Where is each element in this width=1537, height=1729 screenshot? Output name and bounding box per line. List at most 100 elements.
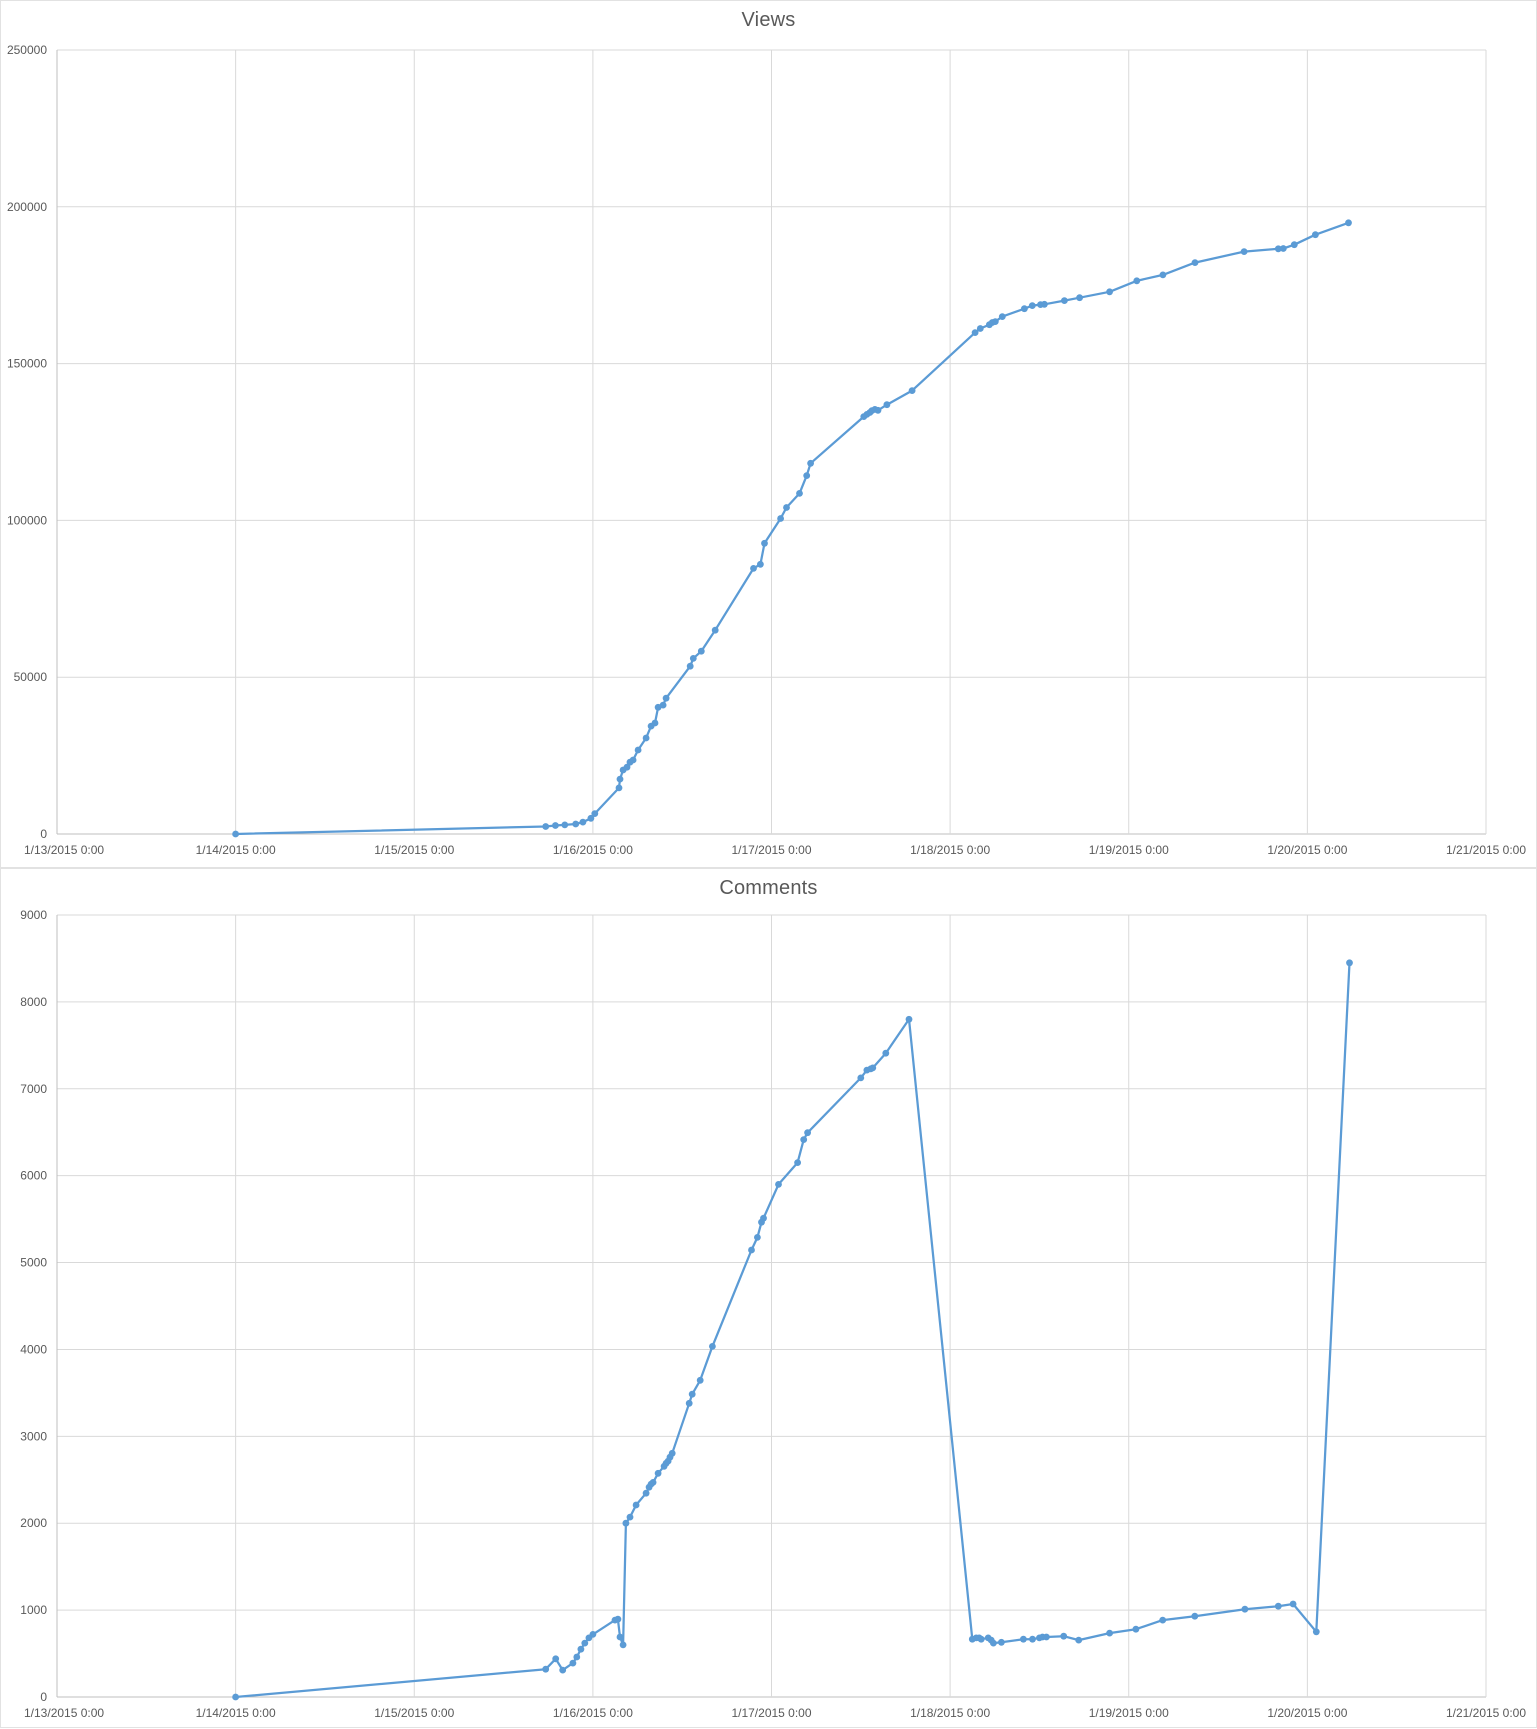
x-tick-label: 1/21/2015 0:00 [1446, 1706, 1526, 1720]
data-point [804, 1129, 811, 1137]
data-point [905, 1015, 913, 1023]
data-point [642, 1489, 650, 1497]
y-tick-label: 6000 [20, 1169, 47, 1183]
x-tick-label: 1/15/2015 0:00 [374, 843, 454, 857]
data-point [634, 746, 642, 754]
data-point [775, 1181, 782, 1188]
x-tick-label: 1/14/2015 0:00 [196, 1706, 276, 1720]
y-tick-label: 2000 [20, 1516, 47, 1530]
y-tick-label: 100000 [7, 513, 47, 527]
data-point [668, 1449, 676, 1457]
data-point [1240, 248, 1248, 256]
data-point [1159, 271, 1167, 279]
data-point [1021, 305, 1028, 313]
x-tick-label: 1/17/2015 0:00 [731, 843, 811, 857]
data-point [689, 655, 697, 662]
data-point [688, 1390, 696, 1398]
data-point [1279, 245, 1287, 252]
data-point [552, 1655, 560, 1663]
x-tick-label: 1/19/2015 0:00 [1089, 843, 1169, 857]
x-tick-label: 1/19/2015 0:00 [1089, 1706, 1169, 1720]
data-point [1312, 231, 1319, 239]
data-point [1290, 241, 1298, 249]
data-point [642, 734, 650, 742]
data-point [616, 775, 624, 783]
data-point [794, 1159, 801, 1166]
y-tick-label: 8000 [20, 995, 47, 1009]
data-point [711, 626, 719, 634]
y-tick-label: 9000 [20, 908, 47, 922]
data-point [629, 756, 637, 764]
data-point [581, 1639, 589, 1647]
y-tick-label: 200000 [7, 200, 47, 214]
data-point [649, 1479, 657, 1486]
data-point [1346, 959, 1353, 967]
x-tick-label: 1/16/2015 0:00 [553, 843, 633, 857]
data-point [561, 821, 569, 829]
data-point [232, 1693, 240, 1701]
data-point [883, 401, 891, 409]
chart-title-comments: Comments [719, 877, 818, 899]
y-tick-label: 5000 [20, 1256, 47, 1270]
data-point [591, 810, 599, 817]
data-point [616, 1633, 624, 1641]
x-tick-label: 1/16/2015 0:00 [553, 1706, 633, 1720]
data-point [622, 1519, 630, 1527]
data-point [796, 490, 803, 497]
data-point [1274, 1602, 1282, 1610]
y-tick-label: 4000 [20, 1342, 47, 1356]
data-point [757, 560, 764, 568]
data-point [1191, 1612, 1199, 1620]
y-tick-label: 0 [40, 1690, 47, 1704]
x-tick-label: 1/18/2015 0:00 [910, 1706, 990, 1720]
data-point [569, 1659, 577, 1667]
data-point [686, 662, 694, 670]
x-tick-label: 1/13/2015 0:00 [24, 843, 104, 857]
y-tick-label: 50000 [14, 670, 48, 684]
data-point [577, 1645, 585, 1653]
data-point [1028, 302, 1036, 309]
y-tick-label: 250000 [7, 43, 47, 57]
data-point [559, 1666, 567, 1674]
data-point [761, 539, 768, 547]
series-line-comments [234, 961, 1351, 1699]
data-point [1041, 300, 1048, 308]
data-point [1020, 1635, 1027, 1643]
data-point [908, 387, 916, 394]
x-tick-label: 1/14/2015 0:00 [196, 843, 276, 857]
data-point [998, 1638, 1005, 1646]
data-point [623, 763, 631, 771]
data-point [1075, 1636, 1083, 1644]
x-tick-label: 1/20/2015 0:00 [1267, 1706, 1347, 1720]
data-point [998, 313, 1006, 320]
data-point [697, 647, 705, 655]
data-point [750, 565, 757, 572]
data-point [573, 1653, 581, 1661]
data-point [614, 1615, 622, 1623]
data-point [990, 1639, 997, 1647]
data-point [1345, 219, 1352, 227]
comments-plot-area: 0 1000 2000 3000 4000 5000 6000 7000 8000 9000 1/1… [20, 908, 1526, 1720]
x-tick-label: 1/21/2015 0:00 [1446, 843, 1526, 857]
data-point [626, 1513, 634, 1521]
y-tick-label: 1000 [20, 1603, 47, 1617]
data-point [709, 1343, 716, 1350]
data-point [800, 1136, 808, 1143]
data-point [696, 1376, 704, 1384]
data-point [1289, 1600, 1297, 1608]
data-point [1061, 297, 1068, 304]
data-point [783, 504, 790, 511]
data-point [777, 515, 784, 522]
data-point [1132, 1625, 1140, 1633]
data-point [1043, 1633, 1050, 1641]
data-point [1241, 1605, 1249, 1613]
y-tick-label: 3000 [20, 1429, 47, 1443]
data-point [685, 1399, 693, 1407]
x-tick-label: 1/20/2015 0:00 [1267, 843, 1347, 857]
data-point [1274, 245, 1282, 253]
data-point [542, 1665, 550, 1673]
data-point [1029, 1635, 1036, 1643]
data-point [754, 1234, 761, 1241]
data-point [869, 1064, 877, 1072]
